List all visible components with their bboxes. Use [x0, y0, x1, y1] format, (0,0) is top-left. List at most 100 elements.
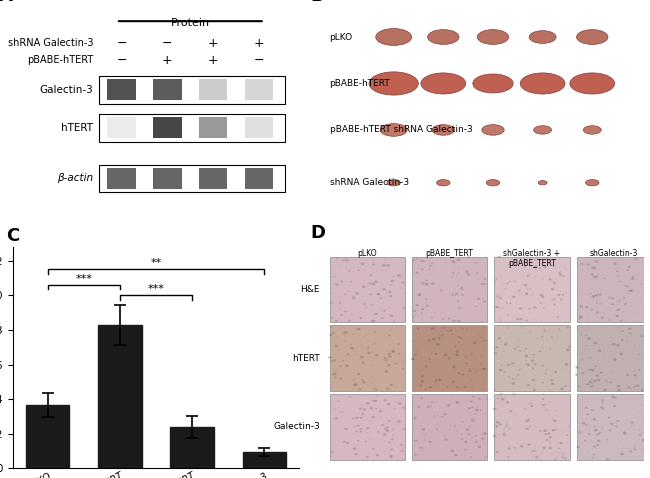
Circle shape — [647, 450, 649, 451]
Circle shape — [348, 320, 351, 322]
FancyBboxPatch shape — [330, 326, 405, 391]
Circle shape — [389, 307, 390, 308]
FancyBboxPatch shape — [244, 79, 273, 100]
Circle shape — [440, 289, 443, 291]
FancyBboxPatch shape — [107, 79, 136, 100]
Circle shape — [638, 441, 640, 442]
Circle shape — [535, 258, 536, 259]
Circle shape — [549, 401, 550, 402]
Circle shape — [363, 381, 366, 383]
Circle shape — [415, 350, 417, 351]
Circle shape — [421, 447, 423, 449]
Text: pBABE-hTERT: pBABE-hTERT — [27, 55, 93, 65]
FancyBboxPatch shape — [330, 257, 405, 322]
Circle shape — [636, 385, 639, 387]
Circle shape — [633, 371, 635, 372]
Circle shape — [482, 355, 483, 356]
Circle shape — [486, 374, 487, 375]
Circle shape — [642, 449, 644, 450]
Circle shape — [461, 373, 464, 376]
Circle shape — [397, 274, 401, 277]
Circle shape — [519, 350, 521, 352]
Circle shape — [519, 307, 522, 310]
Circle shape — [363, 408, 366, 411]
Circle shape — [535, 456, 538, 458]
Circle shape — [484, 301, 486, 303]
Circle shape — [558, 272, 561, 274]
Text: **: ** — [150, 259, 162, 268]
Circle shape — [422, 433, 423, 434]
Circle shape — [551, 379, 554, 381]
Ellipse shape — [570, 73, 615, 94]
Circle shape — [431, 401, 433, 403]
Circle shape — [386, 389, 389, 391]
Circle shape — [387, 420, 390, 422]
Ellipse shape — [482, 125, 504, 135]
Circle shape — [585, 306, 588, 308]
Circle shape — [455, 295, 456, 296]
Circle shape — [471, 353, 473, 355]
Circle shape — [339, 302, 341, 304]
Circle shape — [508, 315, 509, 316]
Circle shape — [388, 291, 391, 293]
Ellipse shape — [529, 31, 556, 43]
Circle shape — [611, 396, 615, 398]
Circle shape — [566, 349, 569, 351]
Circle shape — [647, 384, 650, 386]
FancyBboxPatch shape — [412, 326, 488, 391]
Circle shape — [552, 298, 555, 300]
Circle shape — [473, 342, 476, 344]
Circle shape — [499, 297, 502, 299]
FancyBboxPatch shape — [199, 79, 228, 100]
Circle shape — [586, 263, 590, 266]
Circle shape — [543, 430, 545, 432]
Circle shape — [506, 265, 507, 266]
Circle shape — [549, 269, 550, 270]
Circle shape — [402, 428, 405, 430]
Circle shape — [469, 368, 471, 369]
Circle shape — [482, 340, 484, 342]
Circle shape — [480, 337, 481, 338]
Circle shape — [350, 281, 352, 282]
Circle shape — [459, 389, 460, 390]
Circle shape — [541, 339, 542, 340]
Circle shape — [388, 404, 391, 405]
Circle shape — [621, 330, 624, 332]
Ellipse shape — [473, 74, 513, 93]
Bar — [170, 427, 214, 468]
Circle shape — [540, 293, 543, 296]
Circle shape — [558, 328, 560, 330]
Circle shape — [385, 429, 389, 432]
Circle shape — [353, 433, 354, 434]
Circle shape — [484, 413, 486, 414]
Circle shape — [567, 381, 569, 382]
Circle shape — [526, 320, 528, 321]
Circle shape — [374, 389, 378, 391]
Circle shape — [374, 281, 378, 283]
Ellipse shape — [376, 29, 411, 45]
Circle shape — [428, 358, 431, 360]
Circle shape — [377, 431, 380, 433]
Circle shape — [387, 364, 391, 366]
FancyBboxPatch shape — [99, 165, 285, 192]
Circle shape — [466, 329, 468, 330]
Circle shape — [367, 352, 370, 354]
Circle shape — [593, 454, 595, 455]
Circle shape — [539, 267, 541, 269]
Circle shape — [485, 340, 487, 341]
Circle shape — [551, 288, 554, 291]
Circle shape — [631, 276, 634, 278]
Circle shape — [400, 444, 403, 446]
Circle shape — [588, 383, 590, 385]
Circle shape — [419, 259, 422, 261]
Text: −: − — [162, 37, 173, 50]
Circle shape — [371, 365, 372, 366]
Circle shape — [457, 320, 461, 322]
Circle shape — [465, 356, 467, 358]
Circle shape — [591, 369, 595, 371]
Circle shape — [460, 287, 463, 290]
Circle shape — [428, 269, 430, 270]
Circle shape — [582, 286, 583, 287]
Circle shape — [452, 272, 455, 274]
FancyBboxPatch shape — [199, 168, 228, 189]
